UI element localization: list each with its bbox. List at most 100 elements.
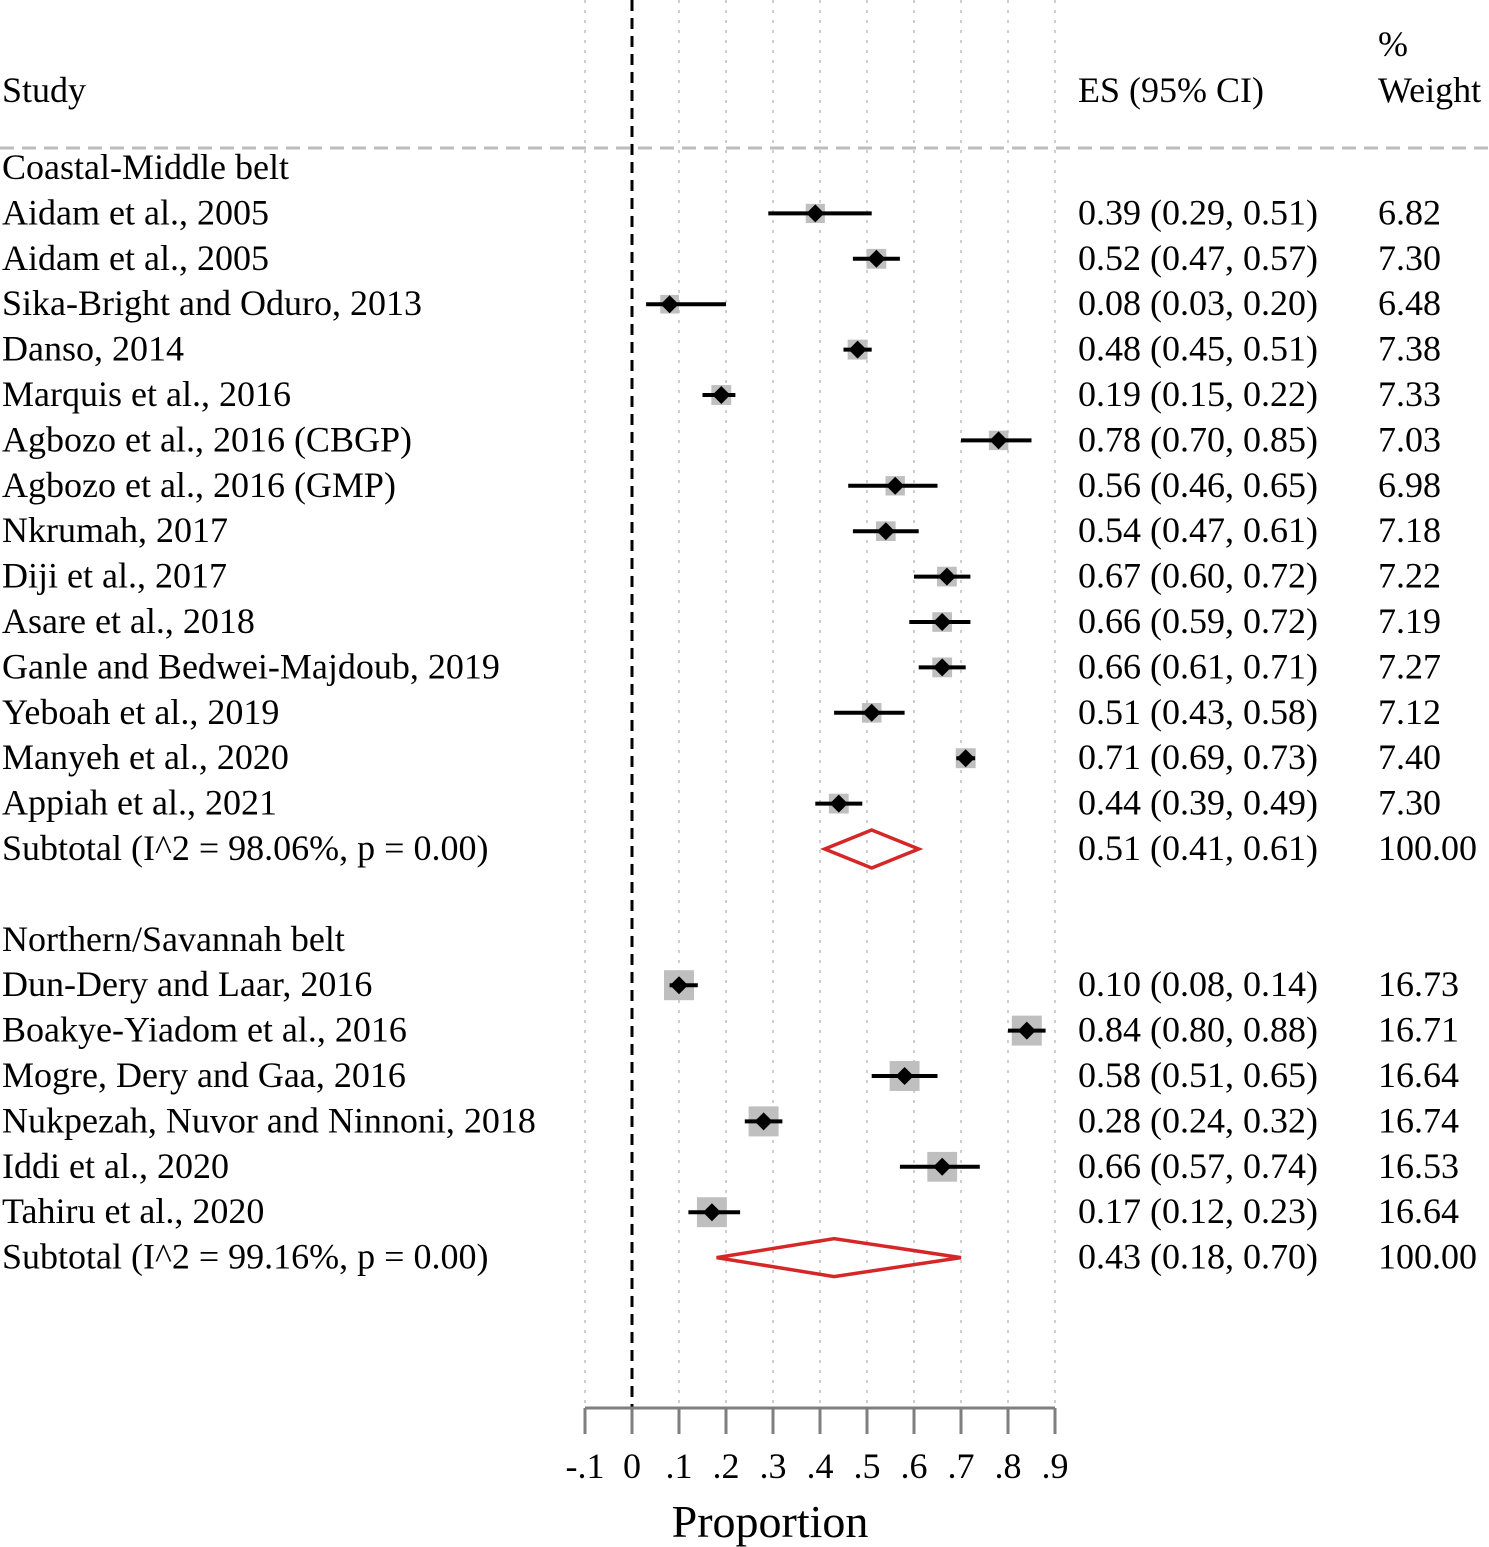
x-tick-label: .1 xyxy=(666,1446,693,1486)
study-weight-text: 7.12 xyxy=(1378,692,1441,732)
point-estimate-marker xyxy=(933,613,952,631)
x-tick-label: .7 xyxy=(948,1446,975,1486)
study-label: Dun-Dery and Laar, 2016 xyxy=(2,964,372,1004)
x-tick-label: .3 xyxy=(760,1446,787,1486)
subtotal-es-text: 0.51 (0.41, 0.61) xyxy=(1078,828,1318,868)
study-es-text: 0.54 (0.47, 0.61) xyxy=(1078,510,1318,550)
study-label: Mogre, Dery and Gaa, 2016 xyxy=(2,1055,406,1095)
point-estimate-marker xyxy=(956,749,975,768)
study-es-text: 0.48 (0.45, 0.51) xyxy=(1078,329,1318,369)
group-label: Coastal-Middle belt xyxy=(2,147,289,187)
point-estimate-marker xyxy=(989,431,1008,450)
point-estimate-marker xyxy=(886,476,905,495)
study-weight-text: 7.03 xyxy=(1378,419,1441,459)
x-tick-label: -.1 xyxy=(566,1446,605,1486)
study-es-text: 0.52 (0.47, 0.57) xyxy=(1078,238,1318,278)
study-label: Danso, 2014 xyxy=(2,329,184,369)
point-estimate-marker xyxy=(670,976,688,995)
study-weight-text: 6.98 xyxy=(1378,465,1441,505)
study-label: Tahiru et al., 2020 xyxy=(2,1191,264,1231)
x-tick-label: .9 xyxy=(1042,1446,1069,1486)
subtotal-weight-text: 100.00 xyxy=(1378,1237,1477,1277)
study-weight-text: 16.71 xyxy=(1378,1010,1459,1050)
x-tick-label: .4 xyxy=(807,1446,834,1486)
study-weight-text: 16.74 xyxy=(1378,1100,1459,1140)
study-weight-text: 16.53 xyxy=(1378,1146,1459,1186)
point-estimate-marker xyxy=(933,1157,952,1176)
study-weight-text: 7.38 xyxy=(1378,329,1441,369)
header-study: Study xyxy=(2,70,86,110)
study-label: Agbozo et al., 2016 (GMP) xyxy=(2,465,396,505)
point-estimate-marker xyxy=(862,703,881,722)
grid-lines xyxy=(584,0,1056,1408)
study-weight-text: 7.30 xyxy=(1378,783,1441,823)
x-tick-label: .5 xyxy=(854,1446,881,1486)
header-es: ES (95% CI) xyxy=(1078,70,1264,110)
study-label: Aidam et al., 2005 xyxy=(2,238,269,278)
study-es-text: 0.19 (0.15, 0.22) xyxy=(1078,374,1318,414)
point-estimate-marker xyxy=(933,658,952,677)
study-es-text: 0.08 (0.03, 0.20) xyxy=(1078,283,1318,323)
point-estimate-marker xyxy=(660,295,679,314)
study-es-text: 0.71 (0.69, 0.73) xyxy=(1078,737,1318,777)
subtotal-label: Subtotal (I^2 = 99.16%, p = 0.00) xyxy=(2,1237,488,1277)
x-tick-label: .2 xyxy=(713,1446,740,1486)
study-label: Manyeh et al., 2020 xyxy=(2,737,289,777)
study-es-text: 0.56 (0.46, 0.65) xyxy=(1078,465,1318,505)
study-label: Yeboah et al., 2019 xyxy=(2,692,279,732)
study-label: Appiah et al., 2021 xyxy=(2,783,277,823)
study-label: Nkrumah, 2017 xyxy=(2,510,228,550)
study-weight-text: 16.64 xyxy=(1378,1055,1459,1095)
study-es-text: 0.84 (0.80, 0.88) xyxy=(1078,1010,1318,1050)
point-estimate-marker xyxy=(1017,1021,1036,1040)
header-weight-line1: % xyxy=(1378,24,1408,64)
study-es-text: 0.44 (0.39, 0.49) xyxy=(1078,783,1318,823)
study-es-text: 0.39 (0.29, 0.51) xyxy=(1078,192,1318,232)
study-es-text: 0.58 (0.51, 0.65) xyxy=(1078,1055,1318,1095)
header-weight-line2: Weight xyxy=(1378,70,1481,110)
point-estimate-marker xyxy=(895,1067,914,1085)
x-tick-label: 0 xyxy=(623,1446,641,1486)
x-tick-label: .6 xyxy=(901,1446,928,1486)
study-es-text: 0.28 (0.24, 0.32) xyxy=(1078,1100,1318,1140)
study-weight-text: 16.73 xyxy=(1378,964,1459,1004)
study-weight-text: 7.19 xyxy=(1378,601,1441,641)
study-label: Diji et al., 2017 xyxy=(2,556,227,596)
study-label: Agbozo et al., 2016 (CBGP) xyxy=(2,419,412,459)
subtotal-weight-text: 100.00 xyxy=(1378,828,1477,868)
x-axis: Proportion -.1 0 .1 .2 .3 .4 .5 .6 .7 .8 .9 xyxy=(566,1406,1069,1547)
study-label: Asare et al., 2018 xyxy=(2,601,255,641)
point-estimate-marker xyxy=(806,204,825,223)
study-es-text: 0.51 (0.43, 0.58) xyxy=(1078,692,1318,732)
study-weight-text: 7.30 xyxy=(1378,238,1441,278)
study-weight-text: 16.64 xyxy=(1378,1191,1459,1231)
point-estimate-marker xyxy=(867,249,886,268)
point-estimate-marker xyxy=(829,794,848,813)
point-estimate-marker xyxy=(876,522,895,541)
study-es-text: 0.17 (0.12, 0.23) xyxy=(1078,1191,1318,1231)
x-axis-title: Proportion xyxy=(672,1496,869,1547)
study-weight-text: 7.18 xyxy=(1378,510,1441,550)
study-rows: Coastal-Middle belt Aidam et al., 2005 0.3… xyxy=(2,147,1477,1279)
x-tick-label: .8 xyxy=(995,1446,1022,1486)
point-estimate-marker xyxy=(712,386,731,404)
subtotal-diamond xyxy=(716,1236,962,1279)
study-weight-text: 7.22 xyxy=(1378,556,1441,596)
study-label: Iddi et al., 2020 xyxy=(2,1146,229,1186)
study-label: Boakye-Yiadom et al., 2016 xyxy=(2,1010,407,1050)
study-label: Sika-Bright and Oduro, 2013 xyxy=(2,283,422,323)
study-es-text: 0.78 (0.70, 0.85) xyxy=(1078,419,1318,459)
study-label: Aidam et al., 2005 xyxy=(2,192,269,232)
study-weight-text: 7.33 xyxy=(1378,374,1441,414)
study-es-text: 0.66 (0.61, 0.71) xyxy=(1078,646,1318,686)
subtotal-es-text: 0.43 (0.18, 0.70) xyxy=(1078,1237,1318,1277)
subtotal-diamond xyxy=(820,828,924,870)
group-label: Northern/Savannah belt xyxy=(2,919,345,959)
study-es-text: 0.66 (0.57, 0.74) xyxy=(1078,1146,1318,1186)
study-es-text: 0.66 (0.59, 0.72) xyxy=(1078,601,1318,641)
point-estimate-marker xyxy=(848,340,867,359)
study-weight-text: 7.40 xyxy=(1378,737,1441,777)
study-weight-text: 7.27 xyxy=(1378,646,1441,686)
study-weight-text: 6.48 xyxy=(1378,283,1441,323)
